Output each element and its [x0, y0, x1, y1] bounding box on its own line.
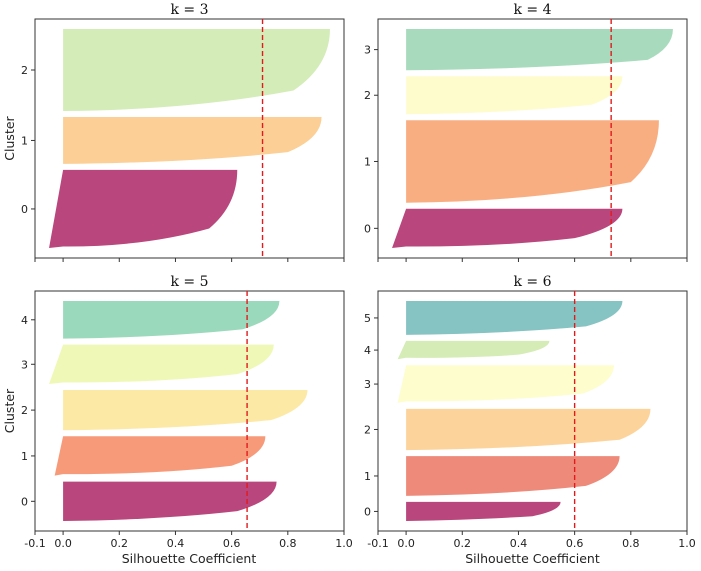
cluster-silhouette-3: [49, 344, 274, 384]
cluster-silhouette-2: [63, 29, 330, 112]
ytick-label: 1: [364, 155, 371, 168]
subplot-title: k = 5: [170, 274, 208, 290]
xtick-label: 0.8: [622, 537, 640, 550]
xtick-label: 0.6: [566, 537, 584, 550]
cluster-silhouette-2: [406, 408, 651, 451]
xtick-label: 0.0: [397, 537, 415, 550]
xtick-label: 0.6: [223, 537, 241, 550]
ytick-label: 2: [364, 423, 371, 436]
cluster-silhouette-0: [63, 481, 277, 521]
ytick-label: 3: [364, 44, 371, 57]
ytick-label: 4: [21, 314, 28, 327]
ytick-label: 1: [21, 134, 28, 147]
ytick-label: 0: [21, 203, 28, 216]
figure-xlabel: Silhouette Coefficient: [122, 551, 257, 566]
ytick-label: 0: [21, 495, 28, 508]
cluster-silhouette-1: [406, 120, 659, 203]
subplot-k3: 0 1 2 k = 3 Cluster: [2, 2, 345, 262]
xtick-label: 0.4: [510, 537, 528, 550]
ytick-label: 3: [21, 358, 28, 371]
ytick-label: 0: [364, 222, 371, 235]
subplot-title: k = 6: [513, 274, 551, 290]
cluster-silhouette-1: [63, 117, 322, 164]
xtick-label: 0.2: [454, 537, 472, 550]
ytick-label: 2: [21, 404, 28, 417]
cluster-silhouette-0: [406, 501, 561, 521]
subplot-title: k = 4: [513, 2, 551, 18]
xtick-label: 0.4: [167, 537, 185, 550]
cluster-silhouette-0: [49, 169, 238, 248]
ylabel: Cluster: [2, 115, 17, 160]
ytick-label: 0: [364, 505, 371, 518]
ytick-label: 5: [364, 312, 371, 325]
xtick-label: 1.0: [678, 537, 696, 550]
cluster-silhouette-1: [54, 436, 266, 476]
xtick-label: 0.0: [54, 537, 72, 550]
subplot-k4: 0 1 2 3 k = 4: [364, 2, 688, 262]
ytick-label: 4: [364, 344, 371, 357]
cluster-silhouette-1: [406, 456, 620, 496]
cluster-silhouette-2: [63, 389, 308, 431]
subplot-k5: 0 1 2 3 4 -0.1 0.0 0.2 0.4 0.6 0.8 1.0 k = 5 Cluster: [2, 274, 353, 550]
cluster-silhouette-4: [63, 301, 280, 339]
ylabel: Cluster: [2, 388, 17, 433]
xtick-label: 0.8: [279, 537, 297, 550]
subplot-title: k = 3: [170, 2, 208, 18]
ytick-label: 1: [21, 450, 28, 463]
xtick-label: 0.2: [111, 537, 129, 550]
ytick-label: 1: [364, 470, 371, 483]
cluster-silhouette-5: [406, 301, 623, 335]
cluster-silhouette-2: [406, 76, 623, 115]
cluster-silhouette-3: [406, 29, 673, 71]
ytick-label: 2: [21, 64, 28, 77]
xtick-label: 1.0: [335, 537, 353, 550]
cluster-silhouette-3: [397, 365, 614, 403]
cluster-silhouette-4: [397, 340, 550, 360]
xlabel: Silhouette Coefficient: [465, 551, 600, 566]
ytick-label: 3: [364, 378, 371, 391]
subplot-k6: 0 1 2 3 4 5 -0.1 0.0 0.2 0.4 0.6 0.8 1.0 k = 6 Silhoue…: [364, 274, 696, 566]
ytick-label: 2: [364, 89, 371, 102]
xtick-label: -0.1: [24, 537, 45, 550]
xtick-label: -0.1: [367, 537, 388, 550]
cluster-silhouette-0: [392, 208, 623, 248]
